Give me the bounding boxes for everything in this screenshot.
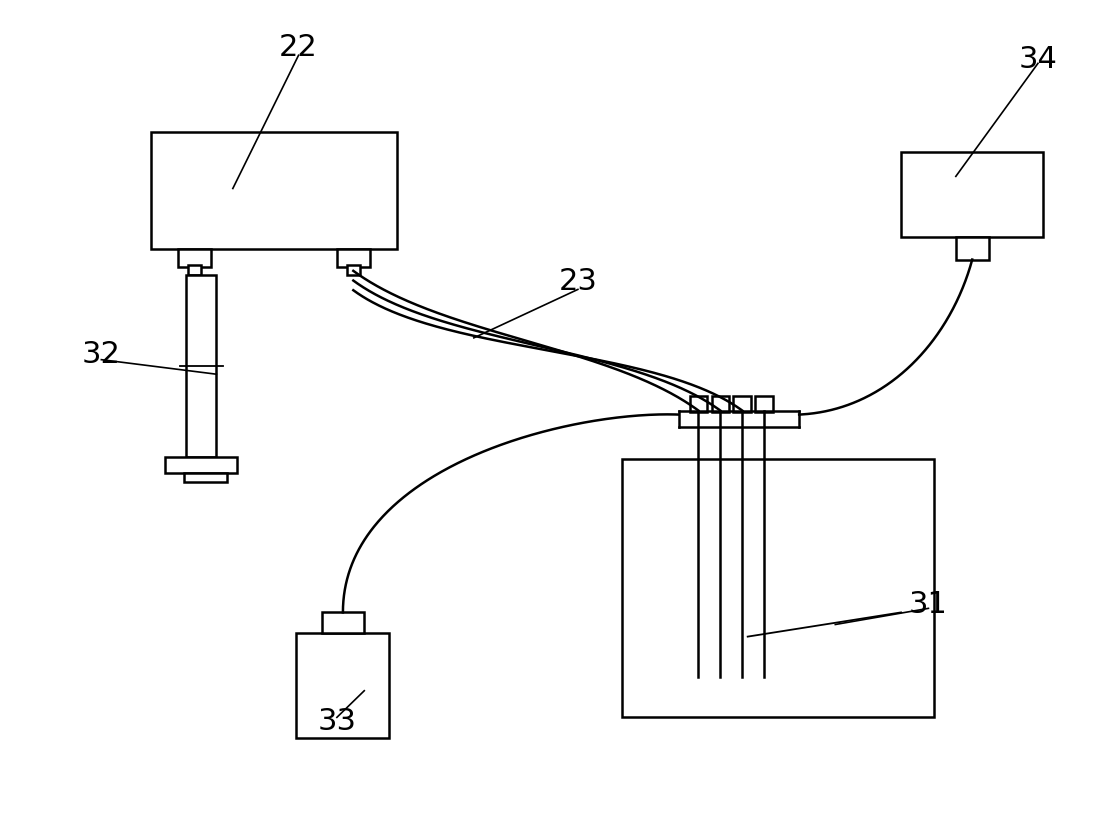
Bar xyxy=(956,237,989,259)
Bar xyxy=(151,132,397,249)
Text: 33: 33 xyxy=(317,706,357,736)
Text: 23: 23 xyxy=(558,267,598,296)
Bar xyxy=(733,396,751,412)
Bar xyxy=(347,265,360,275)
Bar xyxy=(622,459,934,717)
Bar xyxy=(188,265,201,275)
Bar xyxy=(165,457,237,472)
Bar xyxy=(323,612,363,633)
Text: 31: 31 xyxy=(909,589,948,619)
Text: 22: 22 xyxy=(280,33,318,62)
Bar xyxy=(184,472,227,482)
Bar xyxy=(711,396,729,412)
Bar xyxy=(689,396,707,412)
Bar xyxy=(178,249,211,267)
Bar xyxy=(337,249,370,267)
Bar xyxy=(186,275,217,457)
Bar xyxy=(755,396,773,412)
Bar xyxy=(296,633,390,737)
Text: 34: 34 xyxy=(1018,45,1057,74)
Bar xyxy=(901,152,1044,237)
Text: 32: 32 xyxy=(81,340,121,368)
